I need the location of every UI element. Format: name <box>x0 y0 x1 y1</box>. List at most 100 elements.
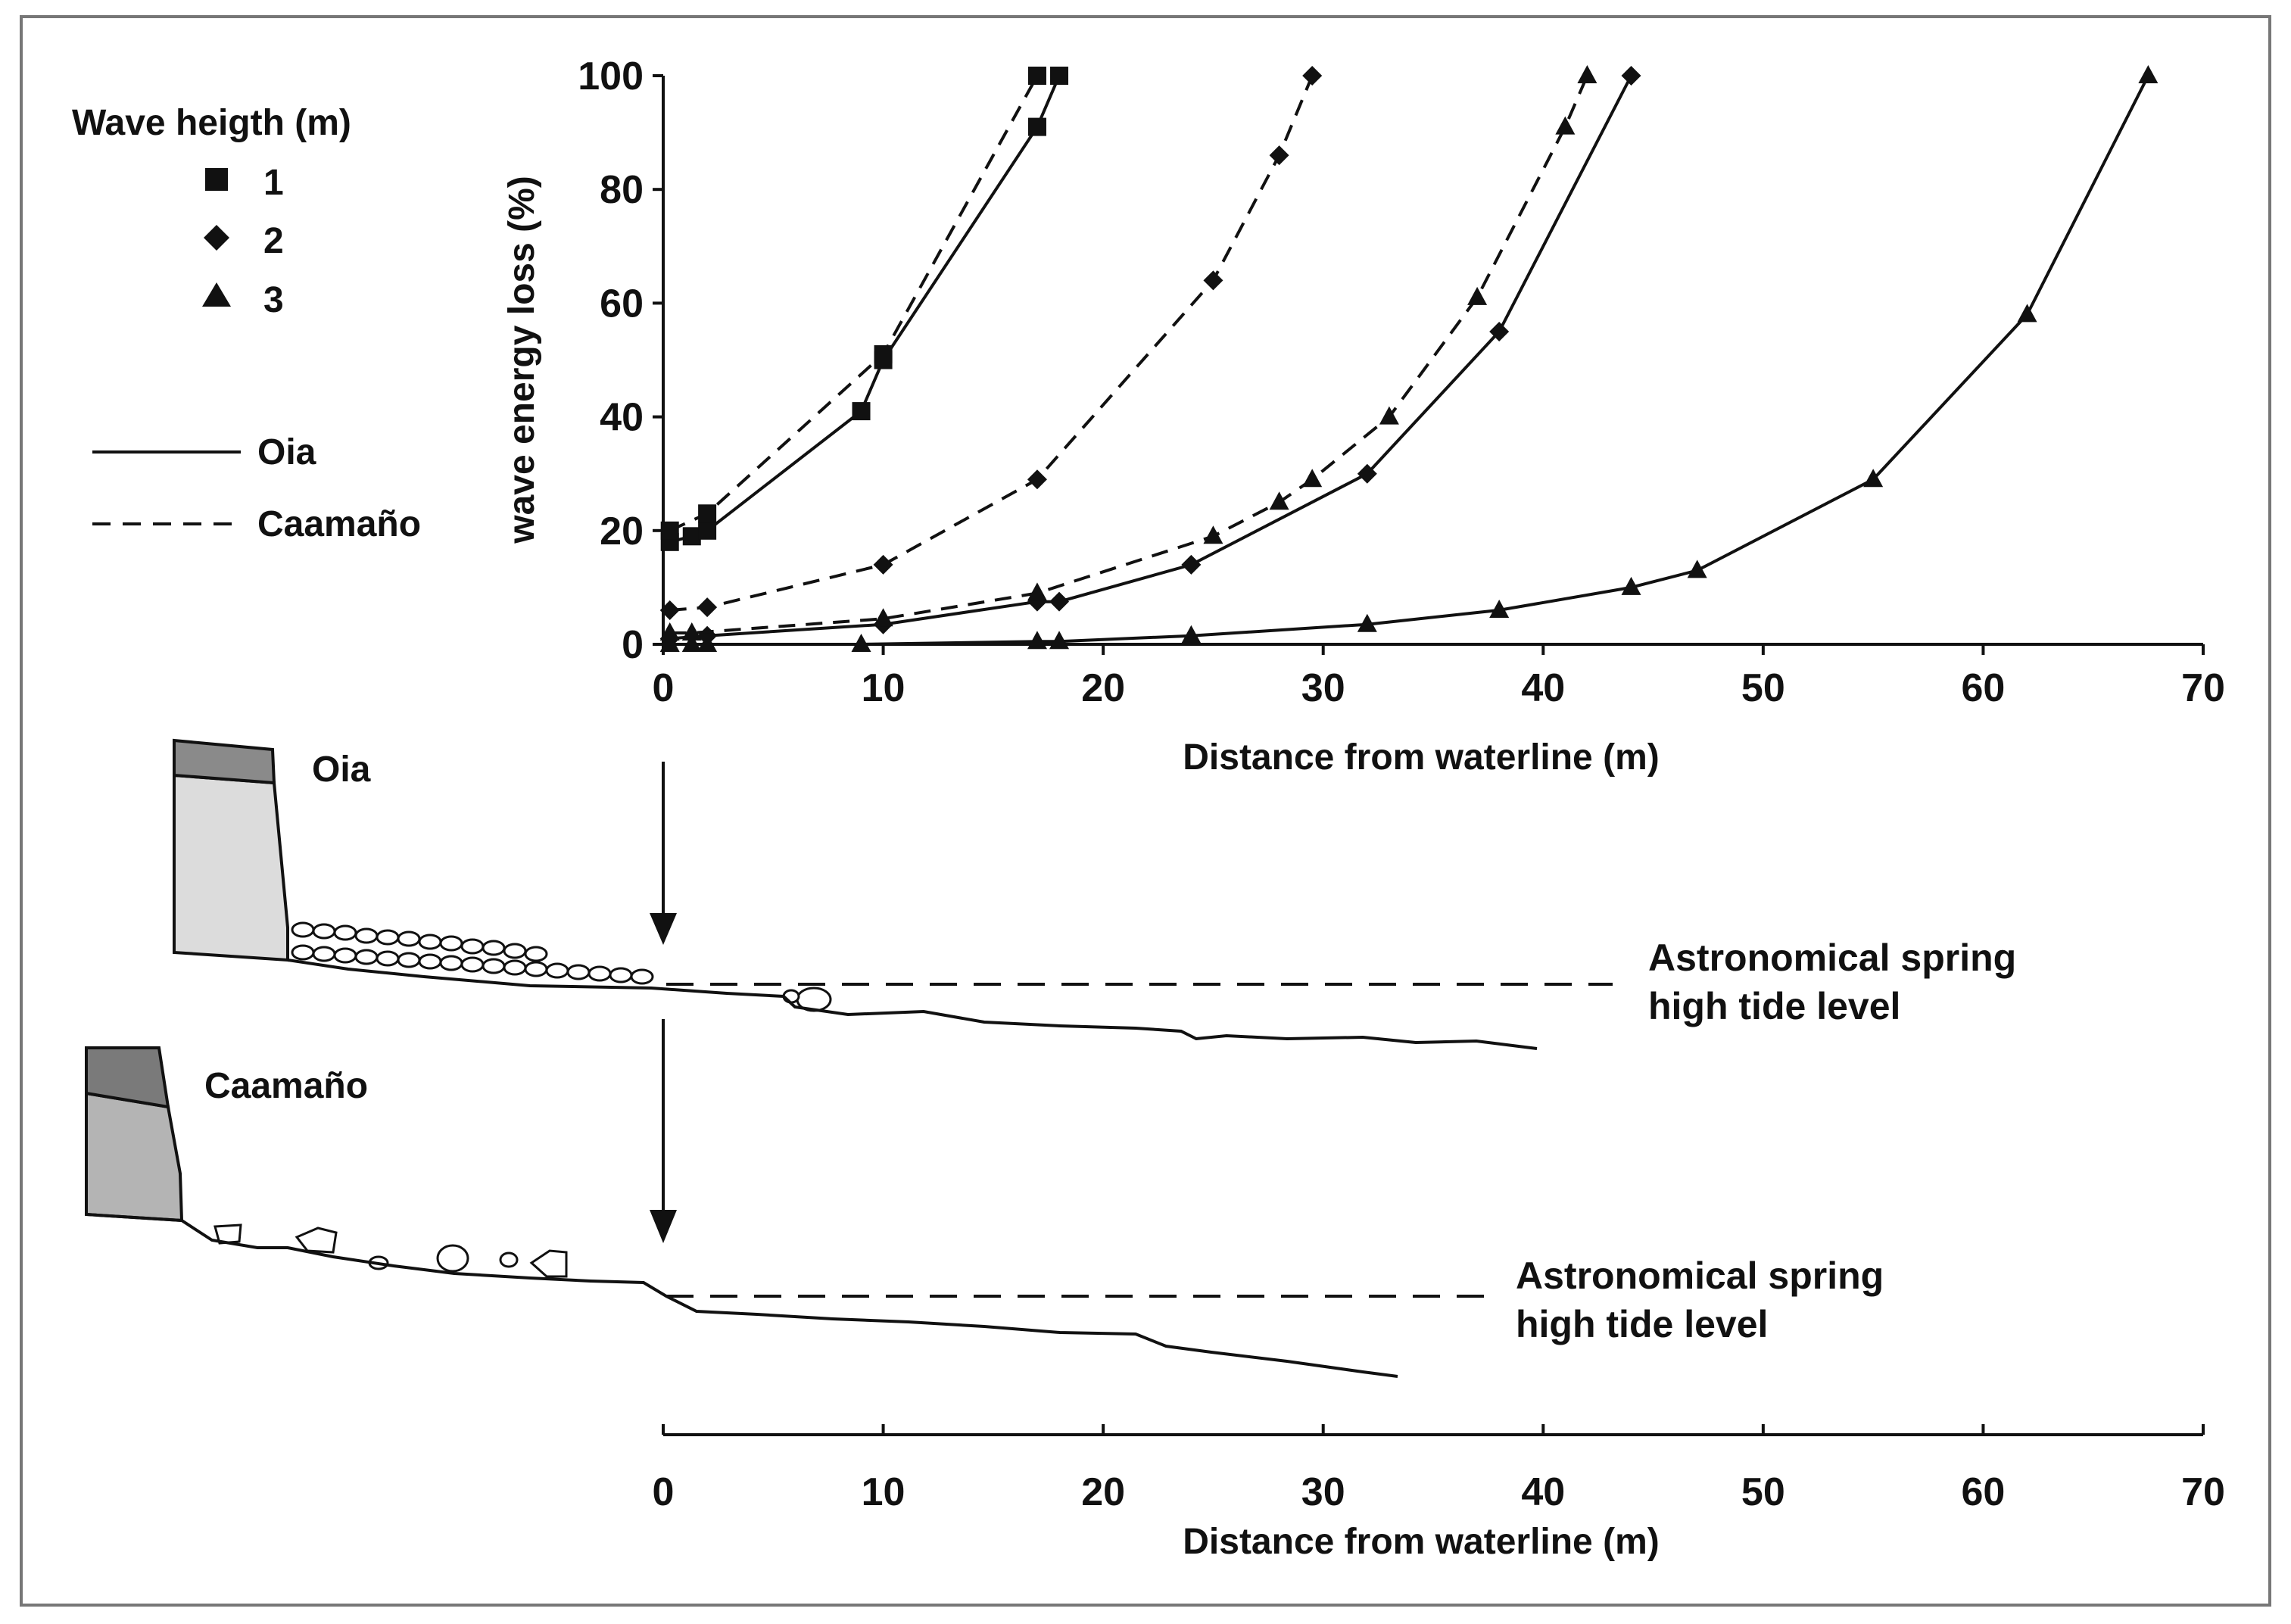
data-point-diamond <box>659 600 680 620</box>
caamano-tide-label-line2: high tide level <box>1516 1303 1768 1345</box>
data-point-diamond <box>1489 321 1510 341</box>
data-point-triangle <box>2017 304 2037 323</box>
bottom-x-tick-label: 40 <box>1521 1470 1565 1514</box>
legend-square-marker <box>205 168 228 191</box>
series-line <box>669 75 1314 612</box>
caamano-tide-label-line1: Astronomical spring <box>1516 1255 1884 1297</box>
y-ticks: 0 20 40 60 80 100 <box>578 55 663 667</box>
y-tick-label: 80 <box>600 168 644 212</box>
y-tick-label: 20 <box>600 510 644 553</box>
data-point-triangle <box>1269 491 1289 510</box>
bottom-x-tick-label: 20 <box>1081 1470 1125 1514</box>
legend-label-1: 1 <box>263 163 284 203</box>
oia-cliff-cap <box>173 738 276 785</box>
x-axis-title: Distance from waterline (m) <box>1183 737 1659 778</box>
y-axis-title: wave energy loss (%) <box>502 176 542 544</box>
legend-label-caamano: Caamaño <box>257 504 421 544</box>
oia-label: Oia <box>312 750 371 790</box>
caamano-label: Caamaño <box>204 1066 368 1106</box>
oia-profile: Oia Astronomical spring high tide level <box>173 738 2016 1050</box>
caamano-cliff-body <box>85 1091 184 1223</box>
energy-loss-chart: 0 20 40 60 80 100 0 10 20 30 40 50 60 70 wave energy… <box>502 55 2225 778</box>
data-point-triangle <box>1621 576 1641 595</box>
caamano-boulders <box>214 1223 568 1278</box>
x-tick-label: 0 <box>653 666 675 710</box>
data-point-diamond <box>1302 66 1323 86</box>
data-point-triangle <box>873 608 893 627</box>
x-tick-label: 60 <box>1962 666 2006 710</box>
legend-label-2: 2 <box>263 221 284 261</box>
data-point-triangle <box>1577 65 1597 83</box>
data-point-diamond <box>697 597 718 618</box>
caamano-arrow-head <box>650 1210 677 1243</box>
data-point-triangle <box>1027 631 1047 650</box>
bottom-x-tick-label: 70 <box>2181 1470 2225 1514</box>
data-point-square <box>698 504 717 523</box>
caamano-seabed <box>86 1213 1398 1378</box>
series-line <box>669 75 1589 634</box>
series-line <box>669 75 2150 646</box>
legend-triangle-marker <box>202 282 231 307</box>
oia-cliff-body <box>173 773 289 962</box>
data-point-diamond <box>1049 591 1070 612</box>
data-point-square <box>1027 117 1046 136</box>
data-point-triangle <box>1049 631 1070 650</box>
data-point-diamond <box>1027 469 1047 490</box>
y-tick-label: 100 <box>578 55 644 98</box>
bottom-x-tick-label: 50 <box>1741 1470 1785 1514</box>
series-oia-diamond <box>659 66 1641 649</box>
data-point-triangle <box>681 634 702 652</box>
caamano-profile: Caamaño Astronomical spring high tide le… <box>85 1019 1884 1378</box>
y-tick-label: 60 <box>600 282 644 326</box>
data-point-square <box>1050 67 1069 85</box>
y-tick-label: 40 <box>600 396 644 440</box>
data-point-triangle <box>1467 286 1488 305</box>
legend: Wave heigth (m) 1 2 3 Oia Caamaño <box>72 103 421 544</box>
data-point-triangle <box>1863 469 1884 488</box>
series-oia-square <box>660 67 1069 551</box>
x-tick-label: 50 <box>1741 666 1785 710</box>
data-point-diamond <box>1357 463 1377 484</box>
y-tick-label: 0 <box>622 623 644 667</box>
x-tick-label: 10 <box>862 666 905 710</box>
bottom-x-ticks: 0 10 20 30 40 50 60 70 <box>653 1424 2225 1514</box>
series-layer <box>659 65 2159 652</box>
data-point-square <box>698 521 717 540</box>
series-caamano-triangle <box>659 65 1597 641</box>
data-point-square <box>1027 67 1046 85</box>
data-point-triangle <box>659 622 680 641</box>
legend-label-oia: Oia <box>257 432 316 472</box>
x-tick-label: 70 <box>2181 666 2225 710</box>
data-point-triangle <box>1203 525 1223 544</box>
series-line <box>669 75 1633 641</box>
data-point-square <box>682 527 701 546</box>
data-point-diamond <box>1269 145 1289 166</box>
figure-frame <box>20 15 2271 1607</box>
data-point-square <box>874 344 893 363</box>
bottom-distance-axis: 0 10 20 30 40 50 60 70 Distance from waterline … <box>653 1424 2225 1562</box>
data-point-triangle <box>1489 599 1510 618</box>
bottom-x-axis-title: Distance from waterline (m) <box>1183 1522 1659 1562</box>
bottom-x-tick-label: 60 <box>1962 1470 2006 1514</box>
data-point-diamond <box>1181 554 1202 575</box>
bottom-x-tick-label: 0 <box>653 1470 675 1514</box>
caamano-cliff-cap <box>85 1046 170 1109</box>
data-point-triangle <box>1027 582 1047 601</box>
data-point-triangle <box>659 634 680 652</box>
data-point-square <box>660 521 679 540</box>
data-point-triangle <box>697 634 718 652</box>
series-caamano-square <box>660 67 1046 540</box>
data-point-diamond <box>873 554 893 575</box>
data-point-triangle <box>681 622 702 641</box>
data-point-triangle <box>851 634 871 652</box>
legend-title: Wave heigth (m) <box>72 103 351 143</box>
data-point-diamond <box>1621 66 1641 86</box>
series-oia-triangle <box>659 65 2159 652</box>
oia-tide-label-line1: Astronomical spring <box>1648 937 2016 979</box>
legend-label-3: 3 <box>263 280 284 320</box>
series-caamano-diamond <box>659 66 1323 620</box>
bottom-x-tick-label: 30 <box>1301 1470 1345 1514</box>
data-point-triangle <box>1357 613 1377 632</box>
data-point-triangle <box>2138 65 2159 83</box>
